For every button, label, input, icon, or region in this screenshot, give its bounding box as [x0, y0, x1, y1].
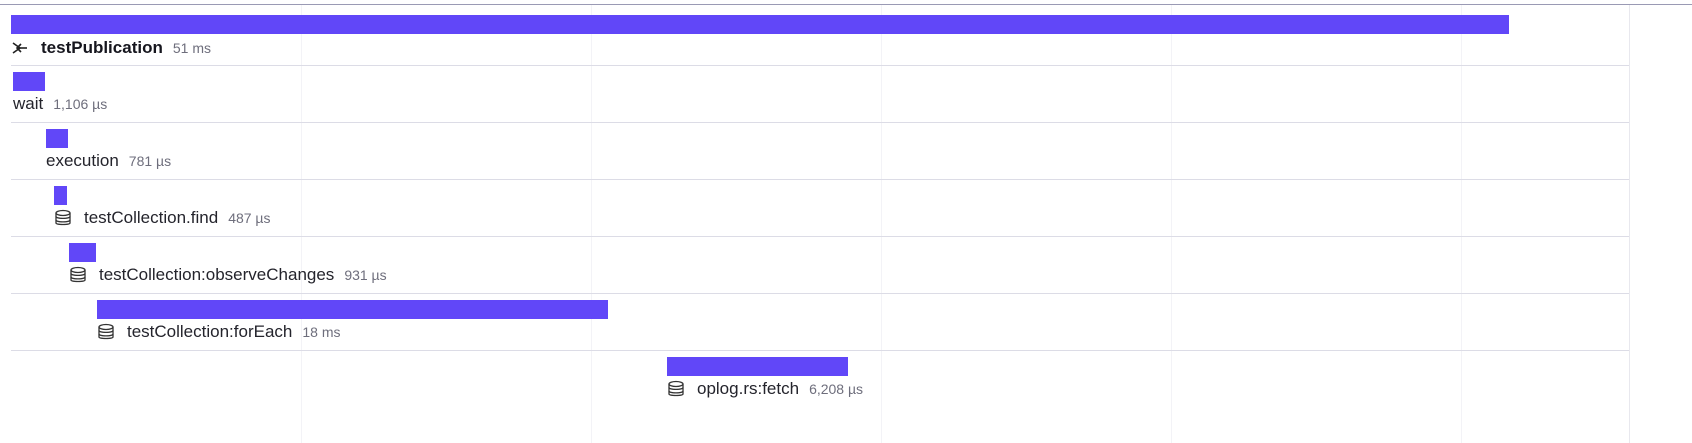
span-bar[interactable]	[11, 15, 1509, 34]
span-name: oplog.rs:fetch	[697, 379, 800, 398]
row-separator	[11, 293, 1629, 294]
database-icon	[667, 380, 685, 398]
database-icon	[54, 209, 72, 227]
span-name: testCollection:forEach	[127, 322, 293, 341]
grid-line	[1171, 5, 1172, 443]
span-row-oplog-fetch[interactable]: oplog.rs:fetch 6,208 µs	[11, 347, 1629, 443]
grid-line	[881, 5, 882, 443]
database-icon	[69, 266, 87, 284]
row-separator	[11, 236, 1629, 237]
span-row-execution[interactable]: execution 781 µs	[11, 119, 1629, 180]
grid-line	[1461, 5, 1462, 443]
span-label: testPublication 51 ms	[11, 38, 211, 58]
span-duration: 1,106 µs	[53, 96, 108, 112]
span-label: wait 1,106 µs	[13, 94, 107, 114]
span-name: testCollection.find	[84, 208, 219, 227]
span-bar[interactable]	[667, 357, 848, 376]
span-label: testCollection:observeChanges 931 µs	[69, 265, 387, 285]
span-bar[interactable]	[69, 243, 96, 262]
span-bar[interactable]	[46, 129, 68, 148]
span-row-foreach[interactable]: testCollection:forEach 18 ms	[11, 290, 1629, 351]
span-duration: 487 µs	[228, 210, 271, 226]
row-separator	[11, 350, 1629, 351]
span-label: oplog.rs:fetch 6,208 µs	[667, 379, 863, 399]
span-label: execution 781 µs	[46, 151, 171, 171]
span-duration: 51 ms	[172, 40, 211, 56]
row-separator	[11, 122, 1629, 123]
database-icon	[97, 323, 115, 341]
inbound-arrow-icon	[11, 39, 29, 57]
panel-right-border	[1629, 5, 1630, 443]
row-separator	[11, 179, 1629, 180]
span-row-observe-changes[interactable]: testCollection:observeChanges 931 µs	[11, 233, 1629, 294]
span-name: wait	[13, 94, 44, 113]
span-label: testCollection.find 487 µs	[54, 208, 271, 228]
span-name: testCollection:observeChanges	[99, 265, 335, 284]
span-bar[interactable]	[97, 300, 608, 319]
trace-waterfall: testPublication 51 ms wait 1,106 µs exec…	[11, 5, 1629, 443]
grid-line	[591, 5, 592, 443]
grid-line	[301, 5, 302, 443]
span-label: testCollection:forEach 18 ms	[97, 322, 341, 342]
span-duration: 18 ms	[302, 324, 341, 340]
top-border	[0, 4, 1692, 5]
span-bar[interactable]	[13, 72, 45, 91]
span-duration: 6,208 µs	[809, 381, 864, 397]
span-row-find[interactable]: testCollection.find 487 µs	[11, 176, 1629, 237]
span-name: testPublication	[41, 38, 163, 57]
span-row-root[interactable]: testPublication 51 ms	[11, 5, 1629, 66]
span-duration: 931 µs	[344, 267, 387, 283]
row-separator	[11, 65, 1629, 66]
span-row-wait[interactable]: wait 1,106 µs	[11, 62, 1629, 123]
span-duration: 781 µs	[128, 153, 172, 169]
span-name: execution	[46, 151, 119, 170]
span-bar[interactable]	[54, 186, 67, 205]
